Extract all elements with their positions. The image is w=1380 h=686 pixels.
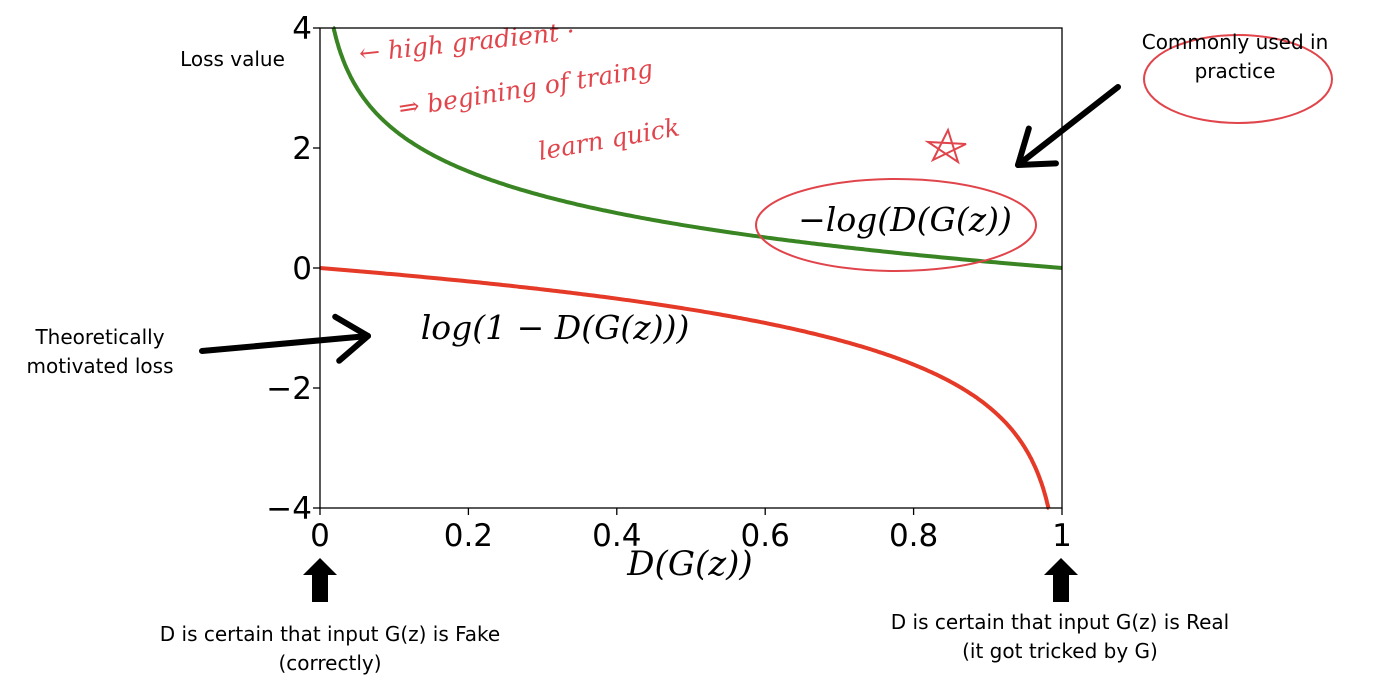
up-arrow-left [303,558,337,602]
series-curves [319,26,1063,510]
left-note-line-1: Theoretically [35,325,165,349]
x-tick-label: 0.8 [889,518,938,554]
ticks: 0 0.2 0.4 0.6 0.8 1 −4 −2 0 2 4 [266,11,1072,554]
top-right-note-line-1: Commonly used in [1141,30,1329,54]
x-tick-label: 0.6 [741,518,790,554]
highlight-ellipse-curve [755,178,1037,272]
star-scribble [924,127,967,165]
x-tick-label: 0.4 [592,518,641,554]
bottom-left-note-line-1: D is certain that input G(z) is Fake [159,622,501,646]
x-axis-label: D(G(z)) [627,544,753,584]
y-tick-label: −4 [266,491,312,527]
y-axis-label: Loss value [180,47,285,71]
top-right-note-line-2: practice [1194,59,1276,83]
x-tick-label: 1 [1052,518,1072,554]
arrow-to-green-label-head [1015,125,1059,168]
handwritten-notes: ← high gradient ·⇒ begining of trainglea… [358,16,967,166]
up-arrow-right [1044,558,1078,602]
bottom-right-note: D is certain that input G(z) is Real (it… [845,608,1275,666]
left-note-line-2: motivated loss [26,354,174,378]
red-curve-label: log(1 − D(G(z))) [420,308,690,347]
bottom-right-note-line-1: D is certain that input G(z) is Real [890,610,1230,634]
bottom-left-note-line-2: (correctly) [278,651,382,675]
x-tick-label: 0.2 [444,518,493,554]
y-tick-label: 0 [292,251,312,287]
y-tick-label: −2 [266,371,312,407]
series-line-2 [319,266,1051,510]
handwritten-note-2: ⇒ begining of traing [396,54,654,123]
handwritten-note-3: learn quick [536,113,682,166]
bottom-left-note: D is certain that input G(z) is Fake (co… [115,620,545,678]
highlight-ellipse-note [1143,34,1333,124]
arrow-to-green-label-shaft [1015,84,1121,168]
top-right-note: Commonly used in practice [1130,28,1340,86]
series-line-1 [331,26,1063,270]
arrow-to-red-label-shaft [199,333,371,354]
left-note: Theoretically motivated loss [5,323,195,381]
handwritten-note-1: ← high gradient · [358,16,577,67]
annotation-marks [199,34,1333,602]
y-tick-label: 2 [292,131,312,167]
arrow-to-red-label-head [332,313,371,364]
y-tick-label: 4 [292,11,312,47]
green-curve-label: −log(D(G(z)) [798,200,1012,239]
x-tick-label: 0 [310,518,330,554]
bottom-right-note-line-2: (it got tricked by G) [962,639,1158,663]
